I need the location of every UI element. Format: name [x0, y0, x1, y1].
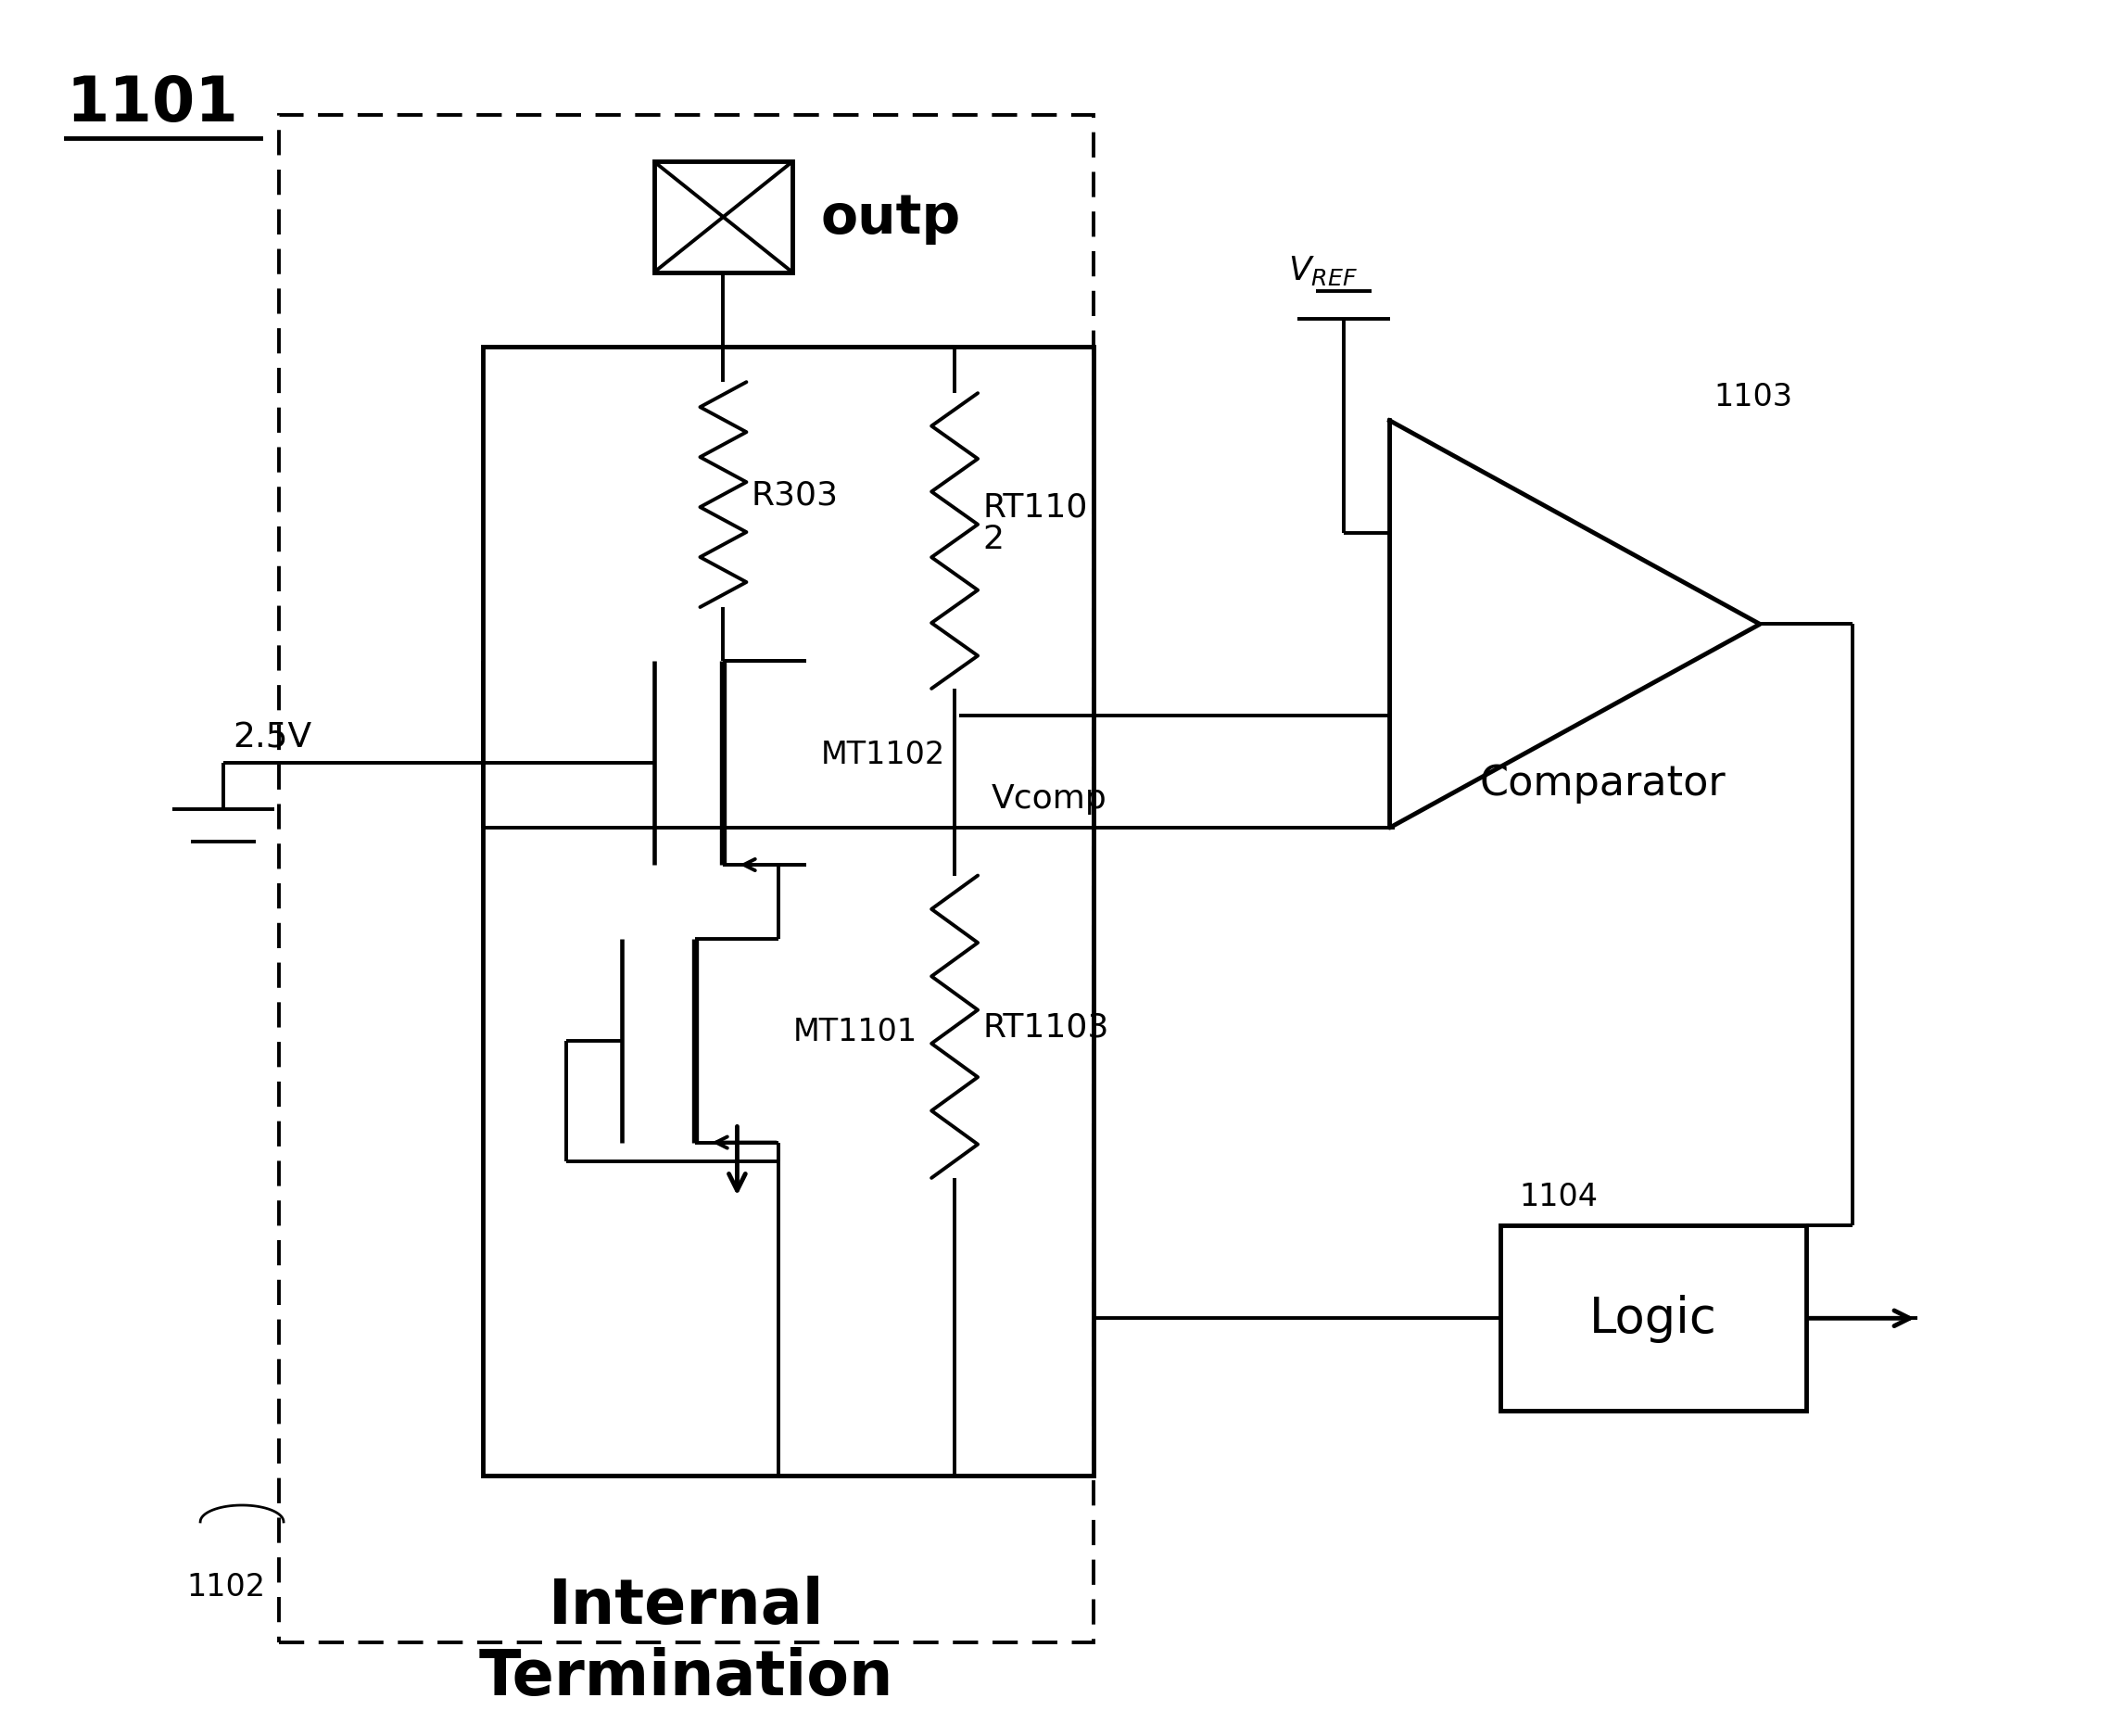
Text: RT1103: RT1103	[982, 1012, 1109, 1043]
Bar	[484, 347, 1094, 1476]
Bar	[279, 116, 1094, 1642]
Text: Logic: Logic	[1590, 1295, 1717, 1342]
Text: 2.5V: 2.5V	[232, 720, 313, 753]
Bar	[655, 161, 792, 273]
Bar	[1502, 1226, 1806, 1411]
Text: Comparator: Comparator	[1478, 764, 1726, 804]
Text: outp: outp	[819, 191, 961, 245]
Text: 1103: 1103	[1713, 382, 1793, 411]
Text: 1102: 1102	[186, 1571, 266, 1602]
Text: MT1101: MT1101	[792, 1017, 917, 1047]
Text: $V_{REF}$: $V_{REF}$	[1288, 253, 1358, 286]
Text: R303: R303	[752, 479, 838, 510]
Text: RT110
2: RT110 2	[982, 491, 1088, 554]
Text: Internal
Termination: Internal Termination	[479, 1575, 893, 1706]
Text: Vcomp: Vcomp	[993, 783, 1107, 814]
Text: 1101: 1101	[65, 73, 239, 134]
Text: 1104: 1104	[1519, 1182, 1599, 1212]
Text: MT1102: MT1102	[819, 740, 944, 769]
